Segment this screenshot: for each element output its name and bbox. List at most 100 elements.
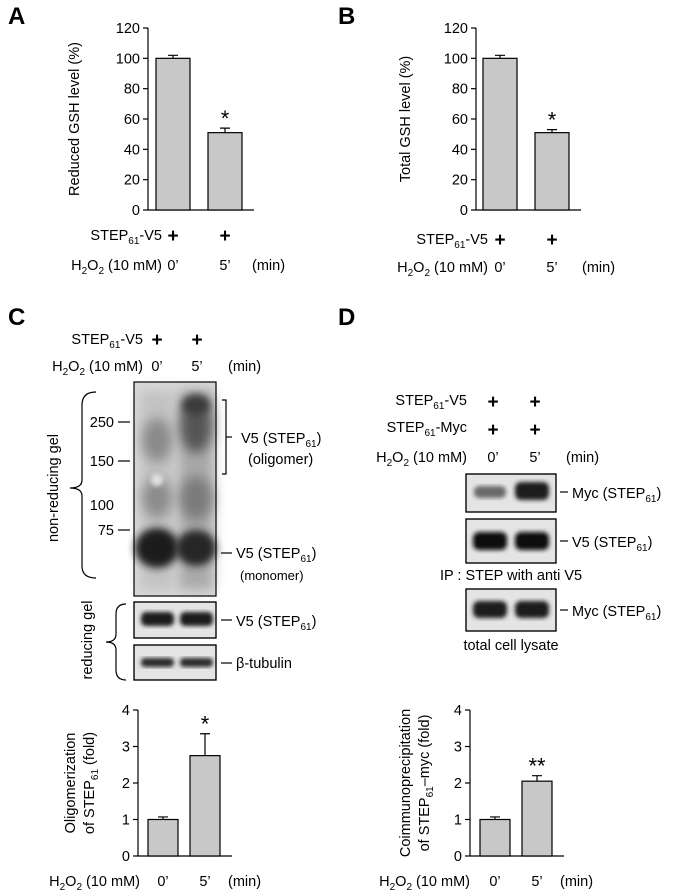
reducing-gel-v5-blot: [133, 601, 217, 639]
time-5-d: 5’: [529, 450, 540, 466]
bar-0: [479, 818, 511, 857]
time-0-d-chart: 0’: [489, 874, 500, 890]
y-tick-label: 100: [116, 51, 140, 67]
y-tick-label: 120: [116, 21, 140, 37]
time-0-c: 0’: [151, 359, 162, 375]
time-5-c: 5’: [191, 359, 202, 375]
plus-d-myc-5: +: [529, 420, 540, 441]
bar-1: [207, 132, 243, 211]
step61-v5-label-b: STEP61-V5: [416, 232, 488, 251]
v5-ip-label: V5 (STEP61): [572, 535, 652, 554]
plus-b-5: +: [546, 230, 557, 251]
error-bar-0: [168, 54, 178, 59]
plus-c-5: +: [191, 330, 202, 351]
y-tick-label: 3: [122, 740, 130, 756]
h2o2-label-a: H2O2 (10 mM): [71, 258, 162, 277]
plus-a-5: +: [219, 226, 230, 247]
significance-marker: *: [221, 106, 230, 131]
v5-ip-blot: [465, 518, 557, 564]
y-tick-label: 40: [452, 142, 468, 158]
error-bar-0: [158, 816, 168, 820]
time-5-d-chart: 5’: [531, 874, 542, 890]
bar-1: [534, 132, 570, 211]
y-tick-label: 4: [454, 703, 462, 719]
panel-letter-a: A: [8, 3, 25, 30]
plus-d-myc-0: +: [487, 420, 498, 441]
y-tick-label: 40: [124, 142, 140, 158]
significance-marker: *: [201, 712, 210, 737]
plus-a-0: +: [167, 226, 178, 247]
error-bar-0: [495, 54, 505, 59]
y-tick-label: 1: [454, 813, 462, 829]
non-reducing-brace: [69, 391, 97, 579]
bar-0: [482, 57, 518, 211]
y-axis-label: Total GSH level (%): [398, 56, 414, 183]
v5-reducing-label: V5 (STEP61): [236, 614, 316, 633]
plus-d-v5-5: +: [529, 392, 540, 413]
error-bar-1: [200, 733, 210, 756]
chart-c: 0 1 2 3 4 * Oligomerization of STEP61 (fold): [63, 703, 232, 865]
error-bar-1: [547, 129, 557, 133]
step61-v5-label-d: STEP61-V5: [395, 393, 467, 412]
chart-b: 0 20 40 60 80 100 120 * Total GSH level (%): [398, 21, 581, 219]
min-unit-d-chart: (min): [560, 874, 593, 890]
step61-v5-label-a: STEP61-V5: [90, 228, 162, 247]
y-tick-label: 4: [122, 703, 130, 719]
time-0-c-chart: 0’: [157, 874, 168, 890]
non-reducing-gel-blot: [133, 381, 217, 597]
y-axis-label-line1: Coimmunoprecipitation: [398, 709, 414, 857]
mw-150: 150: [90, 454, 114, 470]
y-tick-label: 80: [124, 82, 140, 98]
beta-tubulin-blot: [133, 644, 217, 681]
y-tick-label: 100: [444, 51, 468, 67]
time-5-b: 5’: [546, 260, 557, 276]
myc-lysate-label: Myc (STEP61): [572, 604, 661, 623]
y-axis-label-line1: Oligomerization: [63, 733, 79, 834]
reducing-gel-label: reducing gel: [80, 601, 96, 680]
bar-1: [521, 780, 553, 857]
myc-lysate-blot: [465, 588, 557, 632]
y-tick-label: 20: [452, 173, 468, 189]
plus-c-0: +: [151, 330, 162, 351]
beta-tubulin-label: β-tubulin: [236, 656, 292, 672]
step61-v5-label-c: STEP61-V5: [71, 332, 143, 351]
h2o2-label-b: H2O2 (10 mM): [397, 260, 488, 279]
bar-0: [155, 57, 191, 211]
y-tick-label: 60: [452, 112, 468, 128]
y-tick-label: 60: [124, 112, 140, 128]
time-5-a: 5’: [219, 258, 230, 274]
y-tick-label: 0: [132, 203, 140, 219]
reducing-brace: [105, 603, 127, 681]
y-tick-label: 2: [454, 776, 462, 792]
min-unit-a: (min): [252, 258, 285, 274]
time-0-a: 0’: [167, 258, 178, 274]
myc-ip-blot: [465, 473, 557, 513]
chart-d: 0 1 2 3 4 ** Coimmunoprecipitation of STEP61–my…: [398, 703, 564, 865]
plus-b-0: +: [494, 230, 505, 251]
v5-oligomer-label: V5 (STEP61): [241, 431, 321, 450]
y-tick-label: 1: [122, 813, 130, 829]
y-tick-label: 120: [444, 21, 468, 37]
mw-100: 100: [90, 498, 114, 514]
oligomer-label: (oligomer): [248, 452, 313, 468]
panel-letter-b: B: [338, 3, 355, 30]
error-bar-1: [220, 127, 230, 133]
y-axis-label: Reduced GSH level (%): [67, 42, 83, 196]
y-tick-label: 0: [454, 849, 462, 865]
mw-markers: 250 150 100 75: [90, 415, 130, 539]
non-reducing-gel-label: non-reducing gel: [46, 434, 62, 542]
min-unit-b: (min): [582, 260, 615, 276]
y-tick-label: 3: [454, 740, 462, 756]
significance-marker: **: [528, 754, 546, 779]
panel-letter-c: C: [8, 304, 25, 331]
mw-75: 75: [98, 523, 114, 539]
step61-myc-label-d: STEP61-Myc: [387, 420, 467, 439]
plus-d-v5-0: +: [487, 392, 498, 413]
chart-a: 0 20 40 60 80 100 120 * Reduced GSH level (%): [67, 21, 254, 219]
y-tick-label: 20: [124, 173, 140, 189]
error-bar-0: [490, 816, 500, 820]
time-0-d: 0’: [487, 450, 498, 466]
panel-letter-d: D: [338, 304, 355, 331]
min-unit-c: (min): [228, 359, 261, 375]
